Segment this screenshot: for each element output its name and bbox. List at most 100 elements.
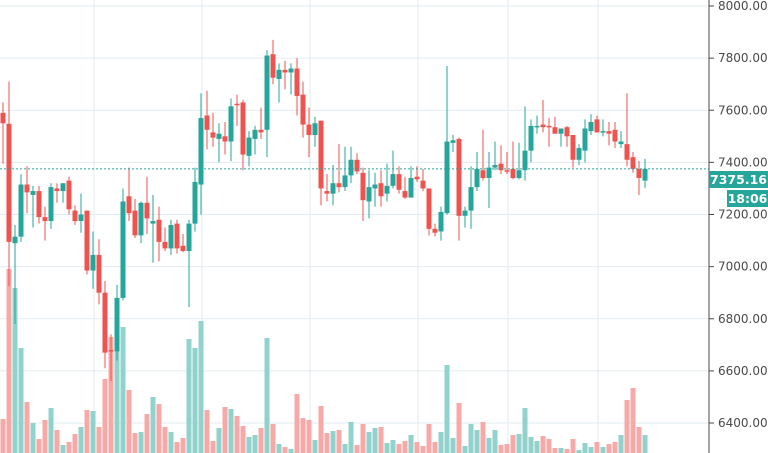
candle-body-down (414, 176, 420, 180)
candle-body-down (234, 103, 240, 106)
volume-bar (492, 430, 498, 453)
volume-bar (600, 447, 606, 453)
volume-bar (564, 449, 570, 453)
bar-countdown-label: 18:06 (727, 189, 768, 207)
volume-bar (228, 409, 234, 453)
candle-body-down (354, 159, 360, 172)
volume-bar (498, 445, 504, 453)
candle-body-down (360, 172, 366, 201)
candle-body-down (66, 180, 72, 210)
volume-bar (582, 443, 588, 453)
candle-body-down (294, 68, 300, 96)
volume-bar (72, 434, 78, 453)
candle-body-down (36, 191, 42, 218)
volume-bar (114, 343, 120, 453)
y-tick-label: 7800.00 (718, 51, 768, 65)
candle-body-down (162, 241, 168, 249)
candle-body-down (630, 157, 636, 169)
volume-bar (54, 430, 60, 453)
candle-body-up (642, 168, 648, 181)
candle-body-up (516, 170, 522, 179)
candle-body-down (324, 191, 330, 194)
candle-body-up (486, 167, 492, 179)
volume-bar (558, 448, 564, 453)
volume-bar (324, 433, 330, 453)
candle-body-down (72, 210, 78, 222)
volume-bar (528, 437, 534, 453)
candle-body-down (156, 219, 162, 242)
volume-bar (366, 432, 372, 453)
volume-bar (480, 422, 486, 453)
candle-body-up (18, 184, 24, 237)
candle-body-down (258, 129, 264, 133)
candle-body-down (282, 69, 288, 73)
candle-body-up (588, 121, 594, 132)
candle-body-up (78, 214, 84, 222)
candle-body-up (468, 187, 474, 211)
volume-bar (522, 408, 528, 453)
candle-body-down (144, 202, 150, 219)
volume-bar (48, 408, 54, 453)
candle-body-down (396, 174, 402, 190)
candle-body-up (408, 178, 414, 198)
volume-bar (606, 444, 612, 453)
volume-bar (24, 402, 30, 453)
candle-body-up (216, 133, 222, 139)
volume-bar (372, 428, 378, 453)
candle-body-down (6, 123, 12, 242)
candle-body-up (186, 223, 192, 251)
volume-bar (126, 390, 132, 453)
volume-bar (534, 441, 540, 453)
candle-body-up (192, 181, 198, 224)
candle-body-up (450, 140, 456, 143)
volume-bar (456, 403, 462, 453)
price-axis-background[interactable] (709, 0, 768, 453)
candle-body-down (552, 127, 558, 134)
y-tick-label: 6400.00 (718, 416, 768, 430)
volume-bar (354, 445, 360, 453)
candle-body-up (60, 183, 66, 192)
volume-bar (432, 442, 438, 453)
candle-body-down (132, 210, 138, 236)
volume-bar (612, 442, 618, 453)
candle-body-down (204, 115, 210, 130)
volume-bar (78, 427, 84, 453)
volume-bar (636, 427, 642, 453)
volume-bar (180, 438, 186, 453)
volume-bar (270, 424, 276, 453)
volume-bar (342, 444, 348, 453)
candle-body-up (246, 137, 252, 156)
volume-bar (18, 348, 24, 453)
volume-bar (474, 430, 480, 453)
volume-bar (210, 441, 216, 453)
candle-body-up (30, 191, 36, 195)
candle-body-up (12, 236, 18, 244)
volume-bar (246, 437, 252, 453)
volume-bar (30, 423, 36, 453)
volume-bar (60, 445, 66, 453)
volume-bar (384, 443, 390, 453)
candle-body-down (612, 129, 618, 142)
volume-bar (258, 428, 264, 453)
candle-body-down (546, 125, 552, 128)
candle-body-down (24, 184, 30, 193)
volume-bar (546, 439, 552, 453)
volume-bar (642, 435, 648, 453)
candle-body-down (636, 168, 642, 179)
volume-bar (426, 424, 432, 453)
candle-body-up (198, 118, 204, 185)
candle-body-down (624, 144, 630, 160)
volume-bar (84, 410, 90, 453)
volume-bar (102, 379, 108, 453)
volume-bar (306, 420, 312, 453)
candle-body-up (372, 184, 378, 189)
price-axis[interactable]: 8000.00 7800.00 7600.00 7400.00 7200.00 7000.… (709, 0, 768, 430)
candle-body-up (558, 128, 564, 134)
candle-body-down (456, 138, 462, 216)
candle-body-down (84, 210, 90, 271)
candle-body-down (498, 163, 504, 171)
volume-bar (486, 438, 492, 453)
volume-bar (402, 441, 408, 453)
volume-bar (240, 426, 246, 453)
